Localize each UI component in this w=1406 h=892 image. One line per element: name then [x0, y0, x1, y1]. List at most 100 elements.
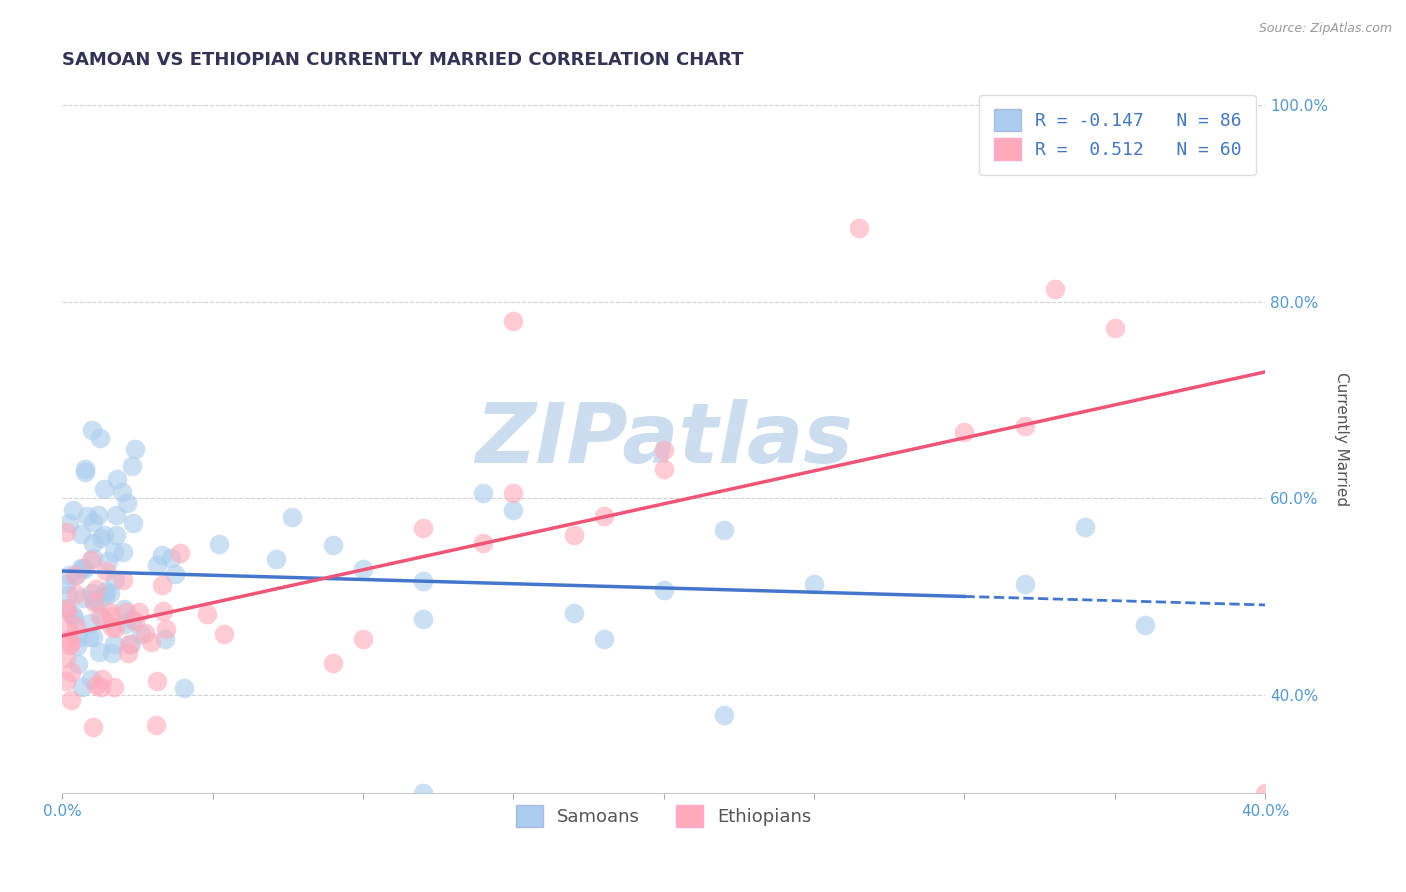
Point [76, 508, 98, 523]
Point [72, 591, 94, 606]
Legend: Samoans, Ethiopians: Samoans, Ethiopians [509, 797, 820, 834]
Point [93, 482, 115, 496]
Point [58, 632, 80, 646]
Point [55, 605, 77, 619]
Text: Source: ZipAtlas.com: Source: ZipAtlas.com [1258, 22, 1392, 36]
Point [173, 681, 195, 695]
Point [94, 590, 117, 604]
Point [128, 606, 150, 620]
Point [1014, 577, 1036, 591]
Point [56, 588, 79, 602]
Point [55, 673, 77, 688]
Point [803, 576, 825, 591]
Point [118, 637, 141, 651]
Point [713, 707, 735, 722]
Point [212, 627, 235, 641]
Point [1104, 321, 1126, 335]
Point [84, 678, 107, 692]
Point [129, 626, 152, 640]
Point [1133, 618, 1156, 632]
Point [146, 674, 169, 689]
Point [103, 680, 125, 694]
Point [502, 486, 524, 500]
Point [502, 314, 524, 328]
Point [195, 607, 218, 621]
Point [97, 554, 120, 568]
Point [121, 612, 143, 626]
Point [72, 562, 94, 576]
Point [114, 617, 136, 632]
Point [112, 545, 135, 559]
Point [82, 720, 104, 734]
Point [152, 604, 174, 618]
Point [72, 561, 94, 575]
Point [75, 465, 97, 479]
Text: SAMOAN VS ETHIOPIAN CURRENTLY MARRIED CORRELATION CHART: SAMOAN VS ETHIOPIAN CURRENTLY MARRIED CO… [62, 51, 744, 69]
Point [104, 621, 127, 635]
Point [152, 548, 174, 562]
Y-axis label: Currently Married: Currently Married [1334, 372, 1348, 507]
Point [322, 656, 344, 670]
Point [104, 573, 127, 587]
Point [105, 508, 128, 523]
Point [146, 558, 169, 573]
Point [139, 634, 162, 648]
Point [112, 574, 135, 588]
Point [122, 516, 145, 530]
Text: ZIPatlas: ZIPatlas [475, 399, 853, 480]
Point [121, 459, 143, 474]
Point [66, 630, 89, 644]
Point [472, 486, 495, 500]
Point [352, 562, 374, 576]
Point [112, 602, 135, 616]
Point [82, 630, 104, 644]
Point [55, 577, 77, 591]
Point [65, 619, 87, 633]
Point [98, 605, 121, 619]
Point [134, 626, 156, 640]
Point [65, 587, 87, 601]
Point [562, 528, 585, 542]
Point [82, 536, 104, 550]
Point [87, 594, 110, 608]
Point [111, 485, 134, 500]
Point [59, 635, 82, 649]
Point [91, 611, 114, 625]
Point [103, 637, 125, 651]
Point [67, 657, 90, 672]
Point [352, 632, 374, 647]
Point [105, 472, 128, 486]
Point [322, 538, 344, 552]
Point [89, 645, 111, 659]
Point [63, 611, 86, 625]
Point [82, 423, 104, 437]
Point [69, 527, 91, 541]
Point [1254, 786, 1277, 800]
Point [412, 786, 434, 800]
Point [472, 536, 495, 550]
Point [65, 568, 87, 582]
Point [155, 622, 177, 636]
Point [160, 550, 183, 565]
Point [208, 536, 231, 550]
Point [90, 680, 112, 694]
Point [266, 551, 288, 566]
Point [65, 639, 87, 653]
Point [145, 718, 167, 732]
Point [98, 586, 121, 600]
Point [412, 574, 434, 588]
Point [79, 616, 101, 631]
Point [115, 495, 138, 509]
Point [62, 502, 84, 516]
Point [83, 593, 105, 607]
Point [80, 672, 103, 686]
Point [83, 595, 105, 609]
Point [1014, 418, 1036, 433]
Point [56, 623, 79, 637]
Point [70, 561, 93, 575]
Point [100, 609, 122, 624]
Point [91, 673, 114, 687]
Point [80, 586, 103, 600]
Point [59, 638, 82, 652]
Point [103, 544, 125, 558]
